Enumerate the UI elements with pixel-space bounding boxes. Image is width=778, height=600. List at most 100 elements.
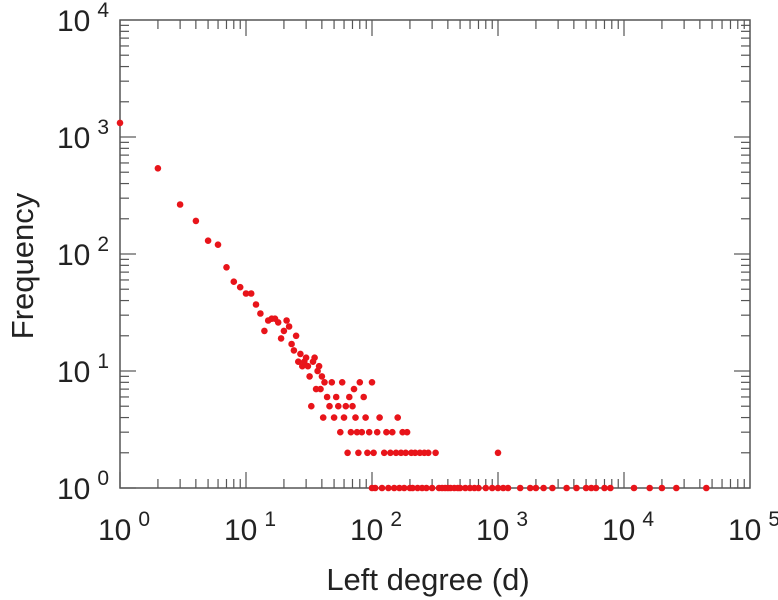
data-point — [344, 449, 351, 457]
data-point — [601, 484, 608, 492]
plot-frame — [119, 19, 751, 489]
data-point — [304, 362, 312, 370]
data-point — [494, 484, 502, 492]
y-axis-label: Frequency — [5, 192, 40, 339]
data-point — [318, 373, 326, 380]
data-point — [432, 449, 439, 457]
data-point — [340, 414, 348, 421]
data-point — [355, 449, 362, 457]
data-point — [403, 428, 411, 436]
data-point — [582, 484, 590, 492]
data-point — [223, 264, 230, 271]
data-point — [703, 484, 710, 492]
data-point — [428, 484, 436, 492]
data-point — [319, 414, 327, 421]
data-point — [297, 350, 304, 358]
data-point — [116, 119, 124, 127]
data-point — [247, 290, 255, 297]
data-point — [261, 327, 268, 335]
data-point — [154, 165, 162, 172]
data-point — [380, 449, 388, 457]
data-point — [475, 484, 482, 492]
data-point — [337, 428, 344, 436]
data-point — [646, 484, 653, 492]
data-point — [317, 385, 324, 393]
data-point — [335, 402, 342, 410]
x-axis-label: Left degree (d) — [326, 562, 529, 597]
data-point — [315, 362, 323, 370]
data-point — [504, 484, 512, 492]
data-point — [658, 484, 666, 492]
data-point — [389, 428, 396, 436]
data-point — [396, 484, 403, 492]
data-point — [360, 393, 368, 401]
data-point — [306, 373, 313, 380]
data-point — [516, 484, 524, 492]
data-point — [411, 449, 419, 457]
data-point — [482, 484, 490, 492]
data-point — [252, 301, 260, 308]
data-point — [383, 428, 390, 436]
data-point — [456, 484, 464, 492]
data-point — [385, 484, 392, 492]
data-point — [526, 484, 534, 492]
data-point — [532, 484, 540, 492]
data-point — [358, 428, 366, 436]
data-point — [326, 402, 333, 410]
axis-ticks — [119, 20, 750, 489]
data-point — [292, 332, 300, 340]
data-point — [378, 484, 386, 492]
y-tick-label: 10 3 — [57, 116, 109, 155]
data-point — [295, 358, 302, 366]
data-point — [607, 484, 614, 492]
data-point — [397, 449, 405, 457]
x-tick-label: 10 3 — [476, 508, 528, 547]
data-point — [236, 283, 244, 291]
data-point — [364, 449, 371, 457]
data-point — [349, 402, 356, 410]
data-point — [592, 484, 600, 492]
data-point — [353, 428, 361, 436]
x-tick-label: 10 0 — [98, 508, 150, 547]
x-tick-label: 10 4 — [602, 508, 654, 547]
data-point — [409, 484, 416, 492]
data-point — [368, 379, 376, 386]
data-point — [192, 217, 200, 225]
data-point — [371, 484, 379, 492]
data-point — [288, 340, 295, 348]
x-tick-label: 10 1 — [224, 508, 276, 547]
data-point — [214, 241, 222, 248]
data-point — [330, 414, 338, 421]
data-point — [390, 484, 398, 492]
data-point — [274, 319, 282, 326]
x-tick-labels: 10 0 10 1 10 2 10 3 10 4 10 5 — [98, 508, 778, 547]
data-point — [630, 484, 638, 492]
data-points — [116, 119, 710, 492]
data-point — [373, 428, 381, 436]
data-point — [425, 449, 432, 457]
y-tick-label: 10 0 — [57, 467, 109, 506]
data-point — [290, 347, 298, 354]
data-point — [283, 317, 290, 324]
data-point — [323, 393, 331, 401]
data-point — [280, 327, 288, 335]
data-point — [242, 290, 250, 297]
data-point — [347, 428, 355, 436]
data-point — [302, 354, 310, 362]
data-point — [462, 484, 469, 492]
data-point — [332, 393, 340, 401]
data-point — [204, 237, 212, 244]
data-point — [588, 484, 595, 492]
data-point — [488, 484, 496, 492]
data-point — [365, 428, 373, 436]
data-point — [494, 449, 502, 457]
data-point — [400, 484, 408, 492]
data-point — [394, 414, 402, 421]
data-point — [370, 449, 377, 457]
y-tick-label: 10 2 — [57, 233, 109, 272]
x-tick-label: 10 2 — [350, 508, 402, 547]
data-point — [230, 278, 238, 286]
data-point — [338, 379, 346, 386]
data-point — [342, 402, 350, 410]
